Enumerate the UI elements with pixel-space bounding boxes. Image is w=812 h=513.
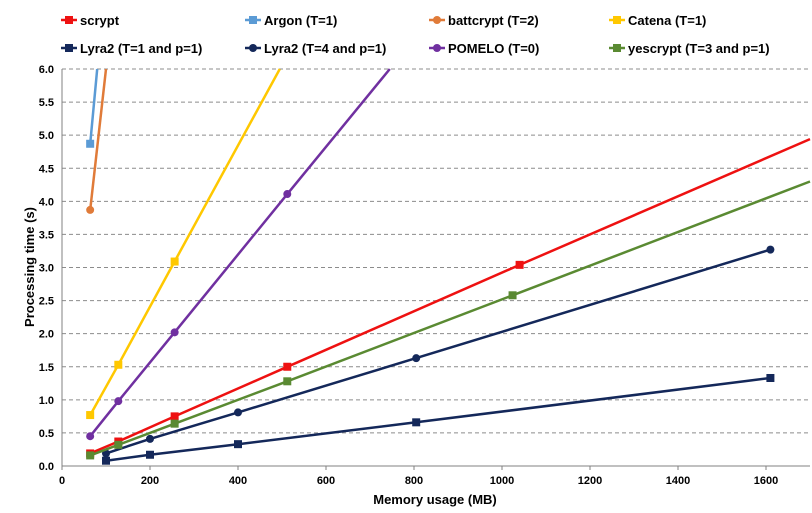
legend-marker bbox=[613, 16, 621, 24]
data-point bbox=[515, 260, 524, 269]
data-point bbox=[412, 354, 421, 363]
x-tick-label: 600 bbox=[317, 475, 335, 487]
data-point bbox=[86, 205, 95, 214]
legend-marker bbox=[433, 44, 441, 52]
series-line bbox=[105, 248, 771, 455]
legend-item: Lyra2 (T=4 and p=1) bbox=[245, 41, 386, 56]
y-tick-label: 2.5 bbox=[39, 296, 54, 308]
data-point bbox=[508, 291, 517, 300]
data-point bbox=[283, 362, 292, 371]
data-point bbox=[146, 434, 154, 443]
data-point bbox=[234, 408, 242, 417]
series-line bbox=[89, 180, 811, 457]
data-point bbox=[170, 257, 179, 266]
series-lyra2-t-4-and-p-1 bbox=[102, 245, 775, 458]
gridlines bbox=[62, 68, 810, 434]
y-tick-label: 0.5 bbox=[39, 428, 54, 440]
x-tick-label: 1400 bbox=[666, 475, 690, 487]
data-point bbox=[102, 456, 110, 465]
series-yescrypt-t-3-and-p-1 bbox=[86, 180, 811, 460]
legend-label: Argon (T=1) bbox=[264, 13, 337, 28]
data-point bbox=[86, 432, 95, 441]
data-point bbox=[283, 190, 292, 199]
legend-marker bbox=[65, 44, 73, 52]
series-argon-t-1 bbox=[86, 68, 99, 148]
x-tick-label: 0 bbox=[59, 475, 65, 487]
data-point bbox=[766, 373, 775, 382]
legend-label: scrypt bbox=[80, 13, 120, 28]
y-tick-label: 5.0 bbox=[39, 130, 54, 142]
legend-item: Argon (T=1) bbox=[245, 13, 337, 28]
legend-label: Catena (T=1) bbox=[628, 13, 706, 28]
x-tick-label: 1600 bbox=[754, 475, 778, 487]
y-tick-label: 3.0 bbox=[39, 263, 54, 275]
series-catena-t-1 bbox=[86, 68, 281, 420]
y-tick-label: 5.5 bbox=[39, 97, 54, 109]
x-tick-label: 400 bbox=[229, 475, 247, 487]
legend-item: scrypt bbox=[61, 13, 120, 28]
series-line bbox=[105, 376, 771, 462]
series-line bbox=[89, 68, 281, 416]
data-point bbox=[170, 419, 179, 428]
y-tick-label: 2.0 bbox=[39, 329, 54, 341]
y-tick-label: 1.5 bbox=[39, 362, 54, 374]
series-lyra2-t-1-and-p-1 bbox=[102, 373, 775, 465]
series-group bbox=[86, 68, 811, 465]
legend-label: Lyra2 (T=1 and p=1) bbox=[80, 41, 202, 56]
data-point bbox=[86, 139, 95, 148]
data-point bbox=[766, 245, 775, 254]
data-point bbox=[170, 328, 179, 337]
data-point bbox=[412, 418, 421, 427]
y-tick-label: 4.0 bbox=[39, 196, 54, 208]
y-tick-label: 1.0 bbox=[39, 395, 54, 407]
y-tick-label: 4.5 bbox=[39, 163, 54, 175]
data-point bbox=[114, 440, 123, 449]
data-point bbox=[283, 377, 292, 386]
data-point bbox=[146, 450, 154, 459]
legend-marker bbox=[433, 16, 441, 24]
legend-item: POMELO (T=0) bbox=[429, 41, 539, 56]
series-battcrypt-t-2 bbox=[86, 68, 108, 214]
series-line bbox=[88, 68, 99, 144]
legend-marker bbox=[249, 44, 257, 52]
y-tick-label: 3.5 bbox=[39, 229, 54, 241]
series-scrypt bbox=[86, 137, 811, 458]
data-point bbox=[170, 412, 179, 421]
legend: scrypt Argon (T=1) battcrypt (T=2) Catena (… bbox=[61, 13, 770, 56]
data-point bbox=[86, 451, 95, 460]
x-tick-label: 800 bbox=[405, 475, 423, 487]
axes: 0.0 0.5 1.0 1.5 2.0 2.5 3.0 3.5 4.0 4.5 5.0 5.5 6.0 0… bbox=[39, 64, 810, 487]
x-tick-label: 200 bbox=[141, 475, 159, 487]
legend-item: yescrypt (T=3 and p=1) bbox=[609, 41, 770, 56]
legend-item: Lyra2 (T=1 and p=1) bbox=[61, 41, 202, 56]
series-line bbox=[89, 137, 811, 455]
y-tick-label: 6.0 bbox=[39, 64, 54, 76]
x-axis-title: Memory usage (MB) bbox=[373, 492, 497, 507]
legend-marker bbox=[65, 16, 73, 24]
series-line bbox=[88, 68, 108, 211]
data-point bbox=[234, 440, 242, 449]
series-pomelo-t-0 bbox=[86, 68, 391, 441]
x-tick-label: 1200 bbox=[578, 475, 602, 487]
legend-marker bbox=[249, 16, 257, 24]
data-point bbox=[114, 397, 123, 406]
y-tick-label: 0.0 bbox=[39, 461, 54, 473]
legend-item: Catena (T=1) bbox=[609, 13, 706, 28]
legend-label: yescrypt (T=3 and p=1) bbox=[628, 41, 770, 56]
legend-label: POMELO (T=0) bbox=[448, 41, 539, 56]
data-point bbox=[114, 360, 123, 369]
y-axis-title: Processing time (s) bbox=[22, 207, 37, 327]
data-point bbox=[86, 411, 95, 420]
x-tick-label: 1000 bbox=[490, 475, 514, 487]
legend-marker bbox=[613, 44, 621, 52]
legend-label: battcrypt (T=2) bbox=[448, 13, 539, 28]
legend-item: battcrypt (T=2) bbox=[429, 13, 539, 28]
legend-label: Lyra2 (T=4 and p=1) bbox=[264, 41, 386, 56]
